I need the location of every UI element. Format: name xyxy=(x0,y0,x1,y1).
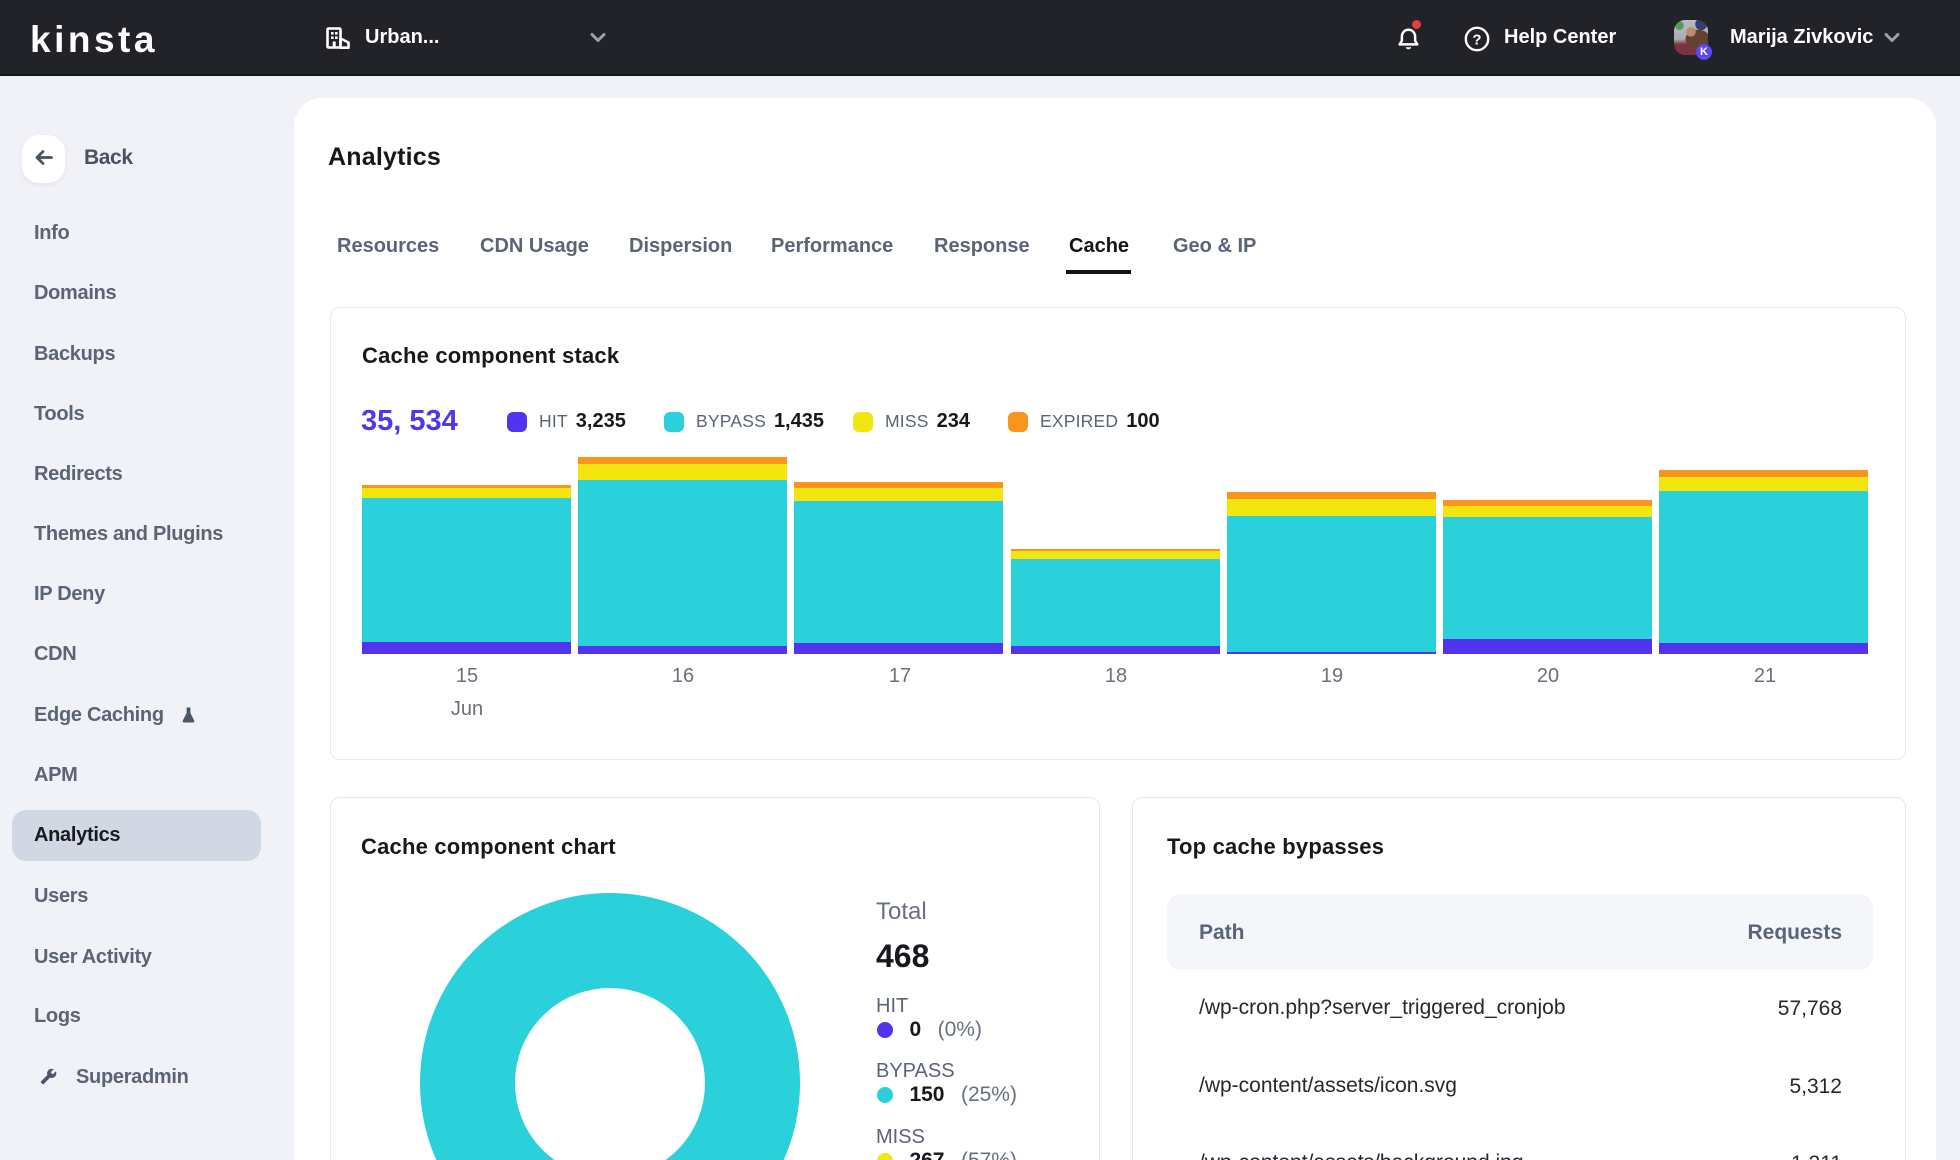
svg-text:?: ? xyxy=(1472,32,1481,49)
